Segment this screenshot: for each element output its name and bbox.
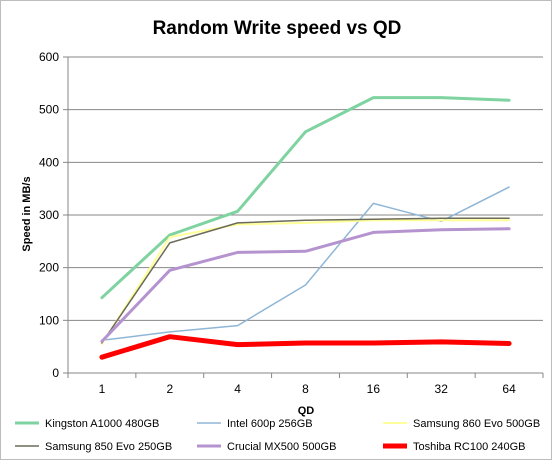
legend-entry: Toshiba RC100 240GB (383, 441, 526, 453)
legend-label: Toshiba RC100 240GB (413, 441, 526, 453)
y-tick-label: 600 (39, 50, 59, 64)
legend-entry: Intel 600p 256GB (197, 418, 313, 430)
series-line-5 (99, 334, 512, 360)
grid-lines (68, 56, 543, 321)
series-line-0 (100, 96, 511, 300)
legend-entry: Kingston A1000 480GB (15, 418, 159, 430)
x-tick-label: 2 (166, 382, 173, 396)
legend-entry: Crucial MX500 500GB (197, 441, 336, 453)
legend-label: Samsung 850 Evo 250GB (45, 441, 172, 453)
chart-title: Random Write speed vs QD (153, 18, 402, 39)
series-line-1 (101, 186, 510, 342)
legend-label: Crucial MX500 500GB (227, 441, 336, 453)
series-line-2 (100, 219, 511, 345)
y-tick-label: 200 (39, 261, 59, 275)
y-tick-label: 500 (39, 103, 59, 117)
series-lines (99, 96, 512, 360)
legend-label: Samsung 860 Evo 500GB (413, 418, 540, 430)
x-tick-label: 64 (502, 382, 516, 396)
x-axis-title: QD (298, 405, 315, 417)
axes: 0 100 200 300 400 500 600 1 2 4 8 16 32 64 (39, 50, 544, 396)
x-tick-label: 4 (234, 382, 241, 396)
y-tick-label: 100 (39, 313, 59, 327)
legend-entry: Samsung 860 Evo 500GB (383, 418, 540, 430)
y-axis-title: Speed in MB/s (21, 176, 33, 251)
legend-label: Intel 600p 256GB (227, 418, 313, 430)
y-tick-label: 0 (52, 366, 59, 380)
x-tick-label: 16 (367, 382, 381, 396)
x-tick-label: 8 (302, 382, 309, 396)
series-line-4 (100, 227, 511, 343)
y-tick-label: 400 (39, 155, 59, 169)
series-line-3 (101, 217, 510, 344)
legend-label: Kingston A1000 480GB (45, 418, 159, 430)
legend: Kingston A1000 480GB Intel 600p 256GB Sams… (15, 418, 540, 453)
legend-entry: Samsung 850 Evo 250GB (15, 441, 172, 453)
x-tick-label: 1 (99, 382, 106, 396)
y-tick-label: 300 (39, 208, 59, 222)
x-tick-label: 32 (435, 382, 449, 396)
